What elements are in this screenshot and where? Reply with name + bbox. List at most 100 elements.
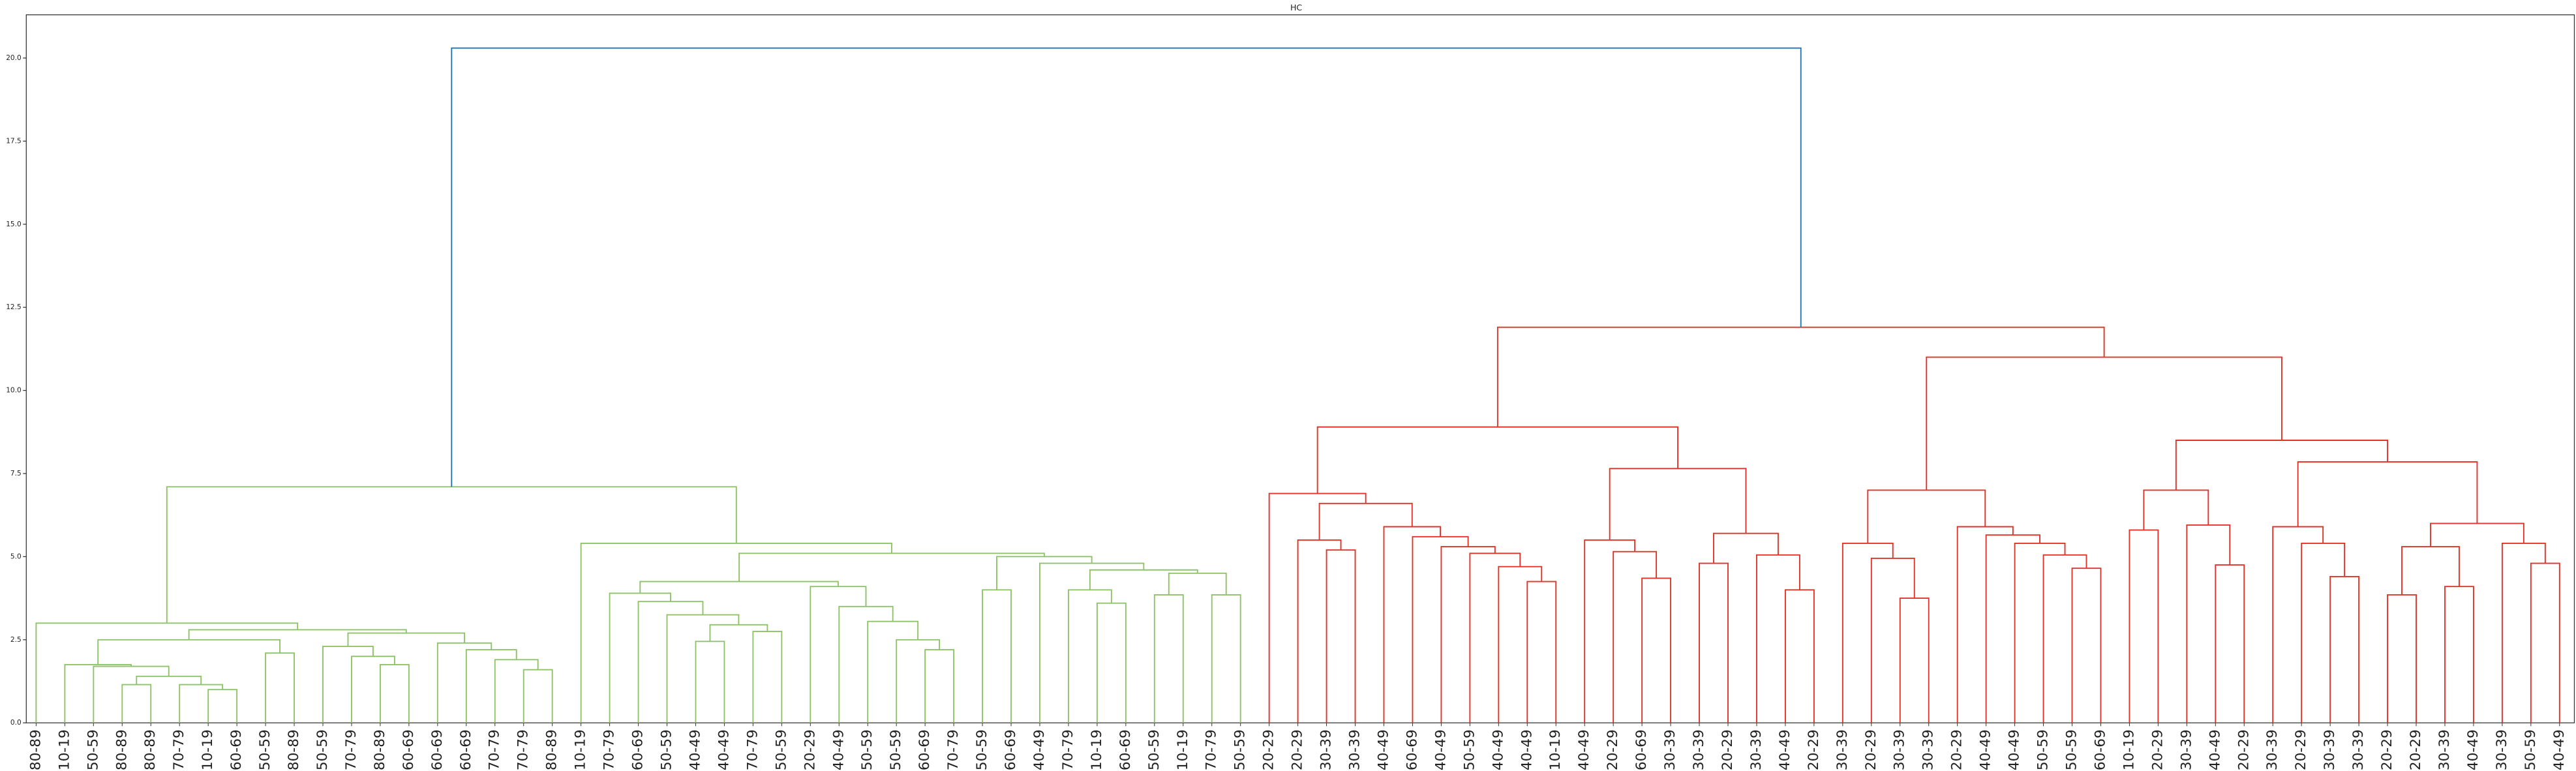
leaf-label: 80-89 [27,729,44,770]
dendrogram-link [1713,532,1779,564]
leaf-label: 40-49 [2551,729,2568,770]
leaf-label: 30-39 [2264,729,2281,770]
leaf-label: 70-79 [945,729,962,770]
leaf-label: 60-69 [1003,729,1019,770]
dendrogram-link [709,624,768,642]
dendrogram-link [1498,566,1543,723]
dendrogram-link [1440,546,1496,723]
leaf-label: 50-59 [85,729,101,770]
leaf-label: 60-69 [429,729,446,770]
leaf-label: 40-49 [687,729,703,770]
chart-title: HC [1290,3,1302,12]
leaf-label: 50-59 [1232,729,1249,770]
leaf-label: 60-69 [630,729,646,770]
leaf-label: 50-59 [859,729,875,770]
dendrogram-link [2215,564,2245,723]
dendrogram-link [93,665,170,723]
leaf-label: 40-49 [716,729,732,770]
leaf-label: 40-49 [1375,729,1391,770]
dendrogram-link [1641,577,1672,723]
leaf-label: 60-69 [2092,729,2108,770]
leaf-label: 20-29 [2379,729,2395,770]
leaf-label: 60-69 [1117,729,1134,770]
leaf-label: 80-89 [286,729,302,770]
y-tick-label: 5.0 [10,552,22,560]
dendrogram-link [609,592,671,723]
dendrogram-link [351,656,395,723]
leaf-label: 40-49 [2207,729,2223,770]
leaf-label: 50-59 [1146,729,1162,770]
leaf-label: 30-39 [1892,729,1908,770]
y-tick-label: 20.0 [6,54,22,62]
leaf-label: 70-79 [487,729,503,770]
leaf-label: 20-29 [1720,729,1736,770]
leaf-label: 70-79 [1204,729,1220,770]
leaf-label: 70-79 [601,729,618,770]
leaf-label: 30-39 [1748,729,1765,770]
leaf-label: 10-19 [2121,729,2137,770]
dendrogram-link [1318,502,1413,540]
leaf-label: 70-79 [515,729,532,770]
leaf-label: 50-59 [2035,729,2052,770]
dendrogram-link [1496,326,2105,427]
dendrogram-link [1168,572,1227,595]
dendrogram-link [1867,489,1986,543]
dendrogram-link [2430,522,2524,547]
dendrogram-link [1899,597,1930,723]
leaf-label: 50-59 [2523,729,2539,770]
leaf-label: 40-49 [1432,729,1449,770]
leaf-label: 30-39 [2322,729,2338,770]
dendrogram-link [465,649,517,723]
plot-frame [25,14,2575,723]
leaf-label: 40-49 [1519,729,1535,770]
leaf-label: 50-59 [659,729,675,770]
leaf-label: 60-69 [401,729,417,770]
leaf-label: 10-19 [200,729,216,770]
leaf-label: 30-39 [2350,729,2367,770]
y-tick-label: 7.5 [10,470,22,477]
leaf-label: 20-29 [1949,729,1965,770]
leaf-label: 10-19 [1175,729,1191,770]
leaf-label: 10-19 [56,729,72,770]
leaf-label: 30-39 [1318,729,1335,770]
leaf-label: 20-29 [2149,729,2166,770]
dendrogram-link [451,47,1802,487]
dendrogram-link [1316,426,1679,494]
leaf-label: 40-49 [1490,729,1506,770]
leaf-label: 40-49 [830,729,847,770]
dendrogram-link [1584,539,1636,723]
leaf-label: 50-59 [257,729,273,770]
leaf-label: 20-29 [802,729,818,770]
leaf-label: 20-29 [2293,729,2309,770]
leaf-label: 30-39 [1662,729,1678,770]
dendrogram-link [924,649,955,723]
leaf-label: 40-49 [1031,729,1048,770]
leaf-label: 40-49 [2007,729,2023,770]
leaf-label: 30-39 [1834,729,1851,770]
leaf-label: 70-79 [1060,729,1076,770]
y-tick-label: 17.5 [6,137,22,145]
leaf-label: 50-59 [888,729,904,770]
dendrogram-link [1926,356,2282,491]
leaf-label: 60-69 [1404,729,1420,770]
y-tick-label: 0.0 [10,719,22,727]
dendrogram-link [436,642,492,723]
leaf-label: 40-49 [1576,729,1592,770]
leaf-label: 30-39 [2436,729,2453,770]
leaf-label: 10-19 [1547,729,1564,770]
leaf-label: 70-79 [343,729,359,770]
leaf-label: 30-39 [1691,729,1707,770]
dendrogram-link [188,629,407,640]
dendrogram-link [1096,602,1127,723]
dendrogram-link [738,552,1045,582]
leaf-label: 20-29 [1863,729,1879,770]
dendrogram-link [1297,539,1342,723]
dendrogram-link [2175,440,2388,491]
dendrogram-link [2401,546,2460,595]
leaf-label: 10-19 [1089,729,1105,770]
y-tick-label: 2.5 [10,636,22,644]
leaf-label: 70-79 [744,729,761,770]
leaf-label: 60-69 [228,729,245,770]
